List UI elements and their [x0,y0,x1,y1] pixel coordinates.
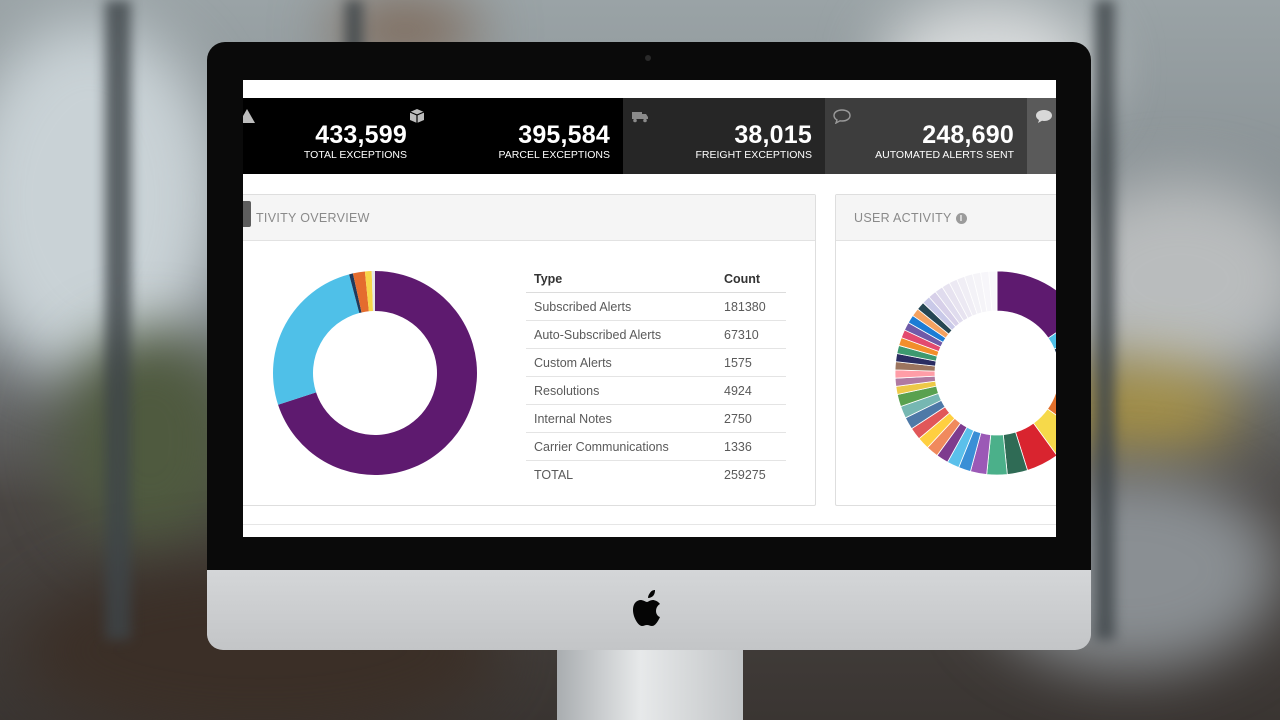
table-header-row: Type Count [526,263,786,293]
user-activity-panel: USER ACTIVITY i [835,194,1056,506]
row-type: Subscribed Alerts [526,292,716,321]
table-row: Auto-Subscribed Alerts 67310 [526,320,786,349]
donut-slice[interactable] [352,271,369,313]
stat-value: 38,015 [734,121,812,149]
stat-total-exceptions[interactable]: 433,599 TOTAL EXCEPTIONS [243,98,420,174]
donut-slice[interactable] [1053,334,1056,399]
table-total-row: TOTAL 259275 [526,461,786,489]
stat-freight-exceptions[interactable]: 38,015 FREIGHT EXCEPTIONS [623,98,825,174]
panel-header: USER ACTIVITY i [836,195,1056,241]
row-count: 67310 [716,320,786,349]
panel-header: TIVITY OVERVIEW [243,195,815,241]
stat-partial-next[interactable] [1027,98,1056,174]
row-count: 1575 [716,348,786,377]
donut-slice[interactable] [996,270,1056,339]
column-header-type: Type [526,263,716,293]
row-type: TOTAL [534,468,574,482]
row-count: 4924 [716,376,786,405]
stat-automated-alerts[interactable]: 248,690 AUTOMATED ALERTS SENT [825,98,1027,174]
box-icon [409,109,425,123]
panel-title-text: USER ACTIVITY [854,211,952,225]
donut-slice[interactable] [364,271,373,312]
activity-overview-panel: TIVITY OVERVIEW Type Count Subscribed Al… [243,194,816,506]
camera-dot [645,55,651,61]
row-count: 181380 [716,292,786,321]
activity-donut-chart[interactable] [270,268,480,478]
panel-title: USER ACTIVITY i [854,211,967,225]
apple-logo-icon [633,590,660,626]
table-row: Custom Alerts 1575 [526,348,786,377]
table-row: Internal Notes 2750 [526,404,786,433]
truck-icon [632,112,648,123]
donut-slice[interactable] [278,271,477,475]
row-type: Carrier Communications [526,432,716,461]
row-count: 259275 [724,468,766,482]
stat-value: 395,584 [518,121,610,149]
info-icon[interactable]: i [955,213,967,224]
row-count: 2750 [716,404,786,433]
stat-label: TOTAL EXCEPTIONS [303,149,407,161]
alert-icon [243,109,255,123]
chat-bubble-icon [1036,110,1052,123]
chat-bubble-icon [833,109,851,124]
donut-slice[interactable] [349,273,362,314]
stat-value: 248,690 [922,121,1014,149]
stat-value: 433,599 [315,121,407,149]
donut-slice[interactable] [1046,389,1056,433]
row-type: Auto-Subscribed Alerts [526,320,716,349]
row-type: Custom Alerts [526,348,716,377]
panel-title: TIVITY OVERVIEW [256,211,370,225]
dashboard-screen: 433,599 TOTAL EXCEPTIONS 395,584 PARCEL … [243,80,1056,537]
donut-slice[interactable] [988,270,998,312]
column-header-count: Count [716,263,786,293]
donut-slice[interactable] [371,271,375,312]
stat-parcel-exceptions[interactable]: 395,584 PARCEL EXCEPTIONS [409,98,623,174]
imac-stand [557,650,743,720]
table-row: Carrier Communications 1336 [526,432,786,461]
row-type: Internal Notes [526,404,716,433]
next-panel-edge [243,524,1056,525]
table-row: Subscribed Alerts 181380 [526,292,786,321]
stat-label: PARCEL EXCEPTIONS [498,149,610,161]
collapse-handle[interactable] [243,201,251,227]
stat-label: FREIGHT EXCEPTIONS [695,149,813,161]
stats-bar: 433,599 TOTAL EXCEPTIONS 395,584 PARCEL … [243,98,1056,174]
row-type: Resolutions [526,376,716,405]
user-activity-donut-chart[interactable] [892,268,1056,478]
donut-slice[interactable] [273,274,360,405]
activity-table: Type Count Subscribed Alerts 181380 Auto-… [526,263,786,488]
row-count: 1336 [716,432,786,461]
stat-label: AUTOMATED ALERTS SENT [875,149,1014,161]
table-row: Resolutions 4924 [526,376,786,405]
